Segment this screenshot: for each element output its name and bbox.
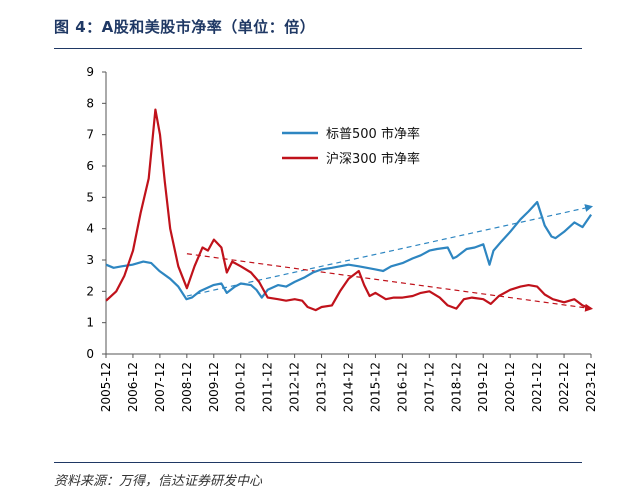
y-tick-label: 7 (86, 128, 94, 142)
y-tick-label: 6 (86, 159, 94, 173)
series-line-sp500 (105, 200, 593, 301)
x-tick-label: 2014-12 (342, 362, 356, 412)
x-tick-label: 2012-12 (288, 362, 302, 412)
y-tick-label: 5 (86, 190, 94, 204)
source-note: 资料来源：万得，信达证券研发中心 (54, 474, 263, 489)
x-tick-label: 2019-12 (476, 362, 490, 412)
x-tick-label: 2017-12 (422, 362, 436, 412)
x-tick-label: 2020-12 (503, 362, 517, 412)
x-tick-label: 2011-12 (261, 362, 275, 412)
y-tick-label: 4 (86, 222, 94, 236)
trendlines (186, 204, 594, 312)
series-lines (105, 108, 593, 312)
x-tick-label: 2007-12 (153, 362, 167, 412)
x-tick-label: 2006-12 (126, 362, 140, 412)
y-tick-label: 2 (86, 284, 94, 298)
x-tick-label: 2009-12 (207, 362, 221, 412)
axes: 0 1 2 3 4 5 6 7 8 9 2005-12 2006-12 2007-12 2008-12 20… (86, 65, 598, 412)
x-tick-label: 2018-12 (449, 362, 463, 412)
y-tick-label: 3 (86, 253, 94, 267)
y-tick-label: 0 (86, 347, 94, 361)
chart-title: 图 4：A股和美股市净率（单位：倍） (54, 18, 316, 36)
chart: 0 1 2 3 4 5 6 7 8 9 2005-12 2006-12 2007-12 2008-12 20… (86, 65, 598, 412)
x-tick-label: 2010-12 (234, 362, 248, 412)
y-tick-label: 9 (86, 65, 94, 79)
series-line-hs300 (105, 108, 592, 312)
x-tick-label: 2013-12 (315, 362, 329, 412)
x-tick-label: 2016-12 (395, 362, 409, 412)
title-rule (54, 48, 582, 49)
legend: 标普500 市净率 沪深300 市净率 (282, 126, 420, 167)
x-tick-label: 2008-12 (180, 362, 194, 412)
legend-label-sp500: 标普500 市净率 (326, 126, 420, 142)
y-tick-label: 8 (86, 96, 94, 110)
x-tick-label: 2023-12 (584, 362, 598, 412)
legend-label-hs300: 沪深300 市净率 (326, 151, 420, 167)
x-tick-label: 2005-12 (99, 362, 113, 412)
sp500-trend-line (186, 204, 594, 297)
x-tick-label: 2021-12 (530, 362, 544, 412)
y-tick-label: 1 (86, 316, 94, 330)
x-tick-label: 2022-12 (557, 362, 571, 412)
hs300-trend-line (186, 253, 594, 312)
x-tick-label: 2015-12 (368, 362, 382, 412)
source-rule (54, 462, 582, 463)
